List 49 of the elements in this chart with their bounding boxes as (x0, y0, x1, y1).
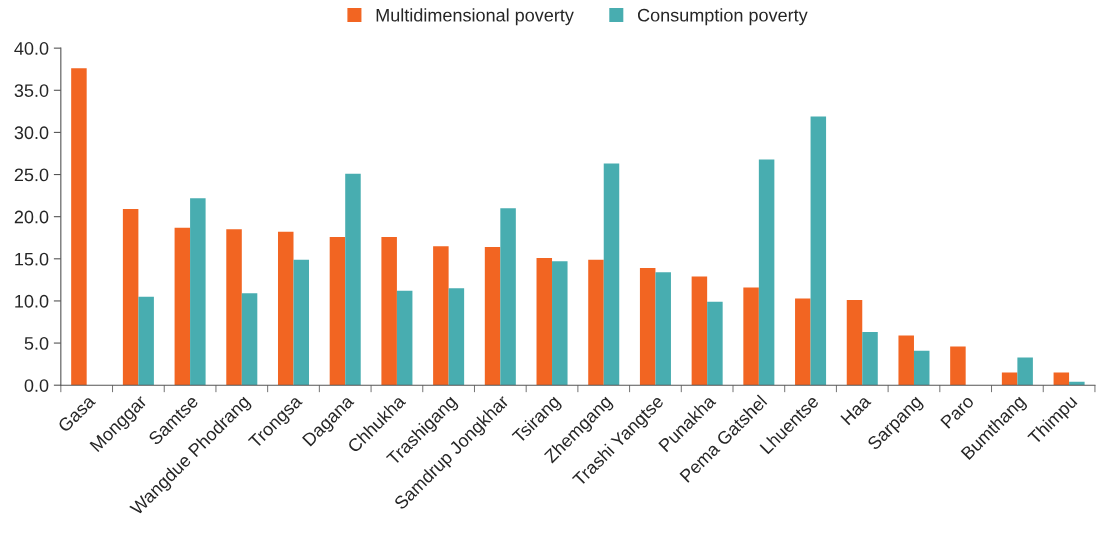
bar (707, 301, 723, 386)
bar (691, 276, 708, 386)
bar (758, 159, 775, 386)
bar (655, 272, 671, 386)
bar (898, 335, 914, 386)
bar (950, 346, 966, 386)
bar (433, 246, 449, 386)
bar (1001, 372, 1018, 386)
bar (345, 173, 361, 386)
bar (138, 296, 154, 386)
bar (1017, 357, 1033, 386)
bar (846, 300, 863, 386)
bar (588, 259, 604, 386)
bar (381, 236, 397, 386)
bar (639, 268, 656, 386)
bar (277, 231, 294, 386)
bar (810, 116, 827, 386)
bar (241, 293, 258, 386)
y-tick-label: 5.0 (24, 337, 49, 350)
y-tick-label: 25.0 (14, 168, 49, 182)
bar (1069, 381, 1085, 386)
bar (448, 288, 465, 386)
bar (190, 198, 206, 386)
bar (484, 247, 501, 386)
bar (226, 229, 242, 386)
bar (795, 298, 811, 386)
y-tick-label: 0.0 (24, 379, 49, 392)
bar (71, 68, 87, 386)
y-tick-label: 15.0 (15, 252, 49, 266)
bar (1053, 372, 1070, 386)
legend-label: Consumption poverty (637, 8, 808, 26)
bar (603, 163, 620, 386)
bar (536, 257, 553, 386)
y-tick-label: 35.0 (14, 84, 49, 97)
bar (293, 259, 310, 386)
bar (174, 227, 191, 386)
bar (862, 332, 878, 386)
y-tick-label: 20.0 (14, 210, 49, 224)
y-tick-label: 40.0 (14, 42, 49, 55)
bar (329, 236, 346, 386)
y-tick-label: 10.0 (15, 294, 49, 308)
bar (122, 209, 139, 386)
bar (913, 350, 930, 386)
bar (743, 287, 759, 386)
bar (500, 208, 516, 386)
legend-label: Multidimensional poverty (376, 8, 574, 26)
bar (396, 290, 413, 386)
bar (552, 261, 568, 386)
y-tick-label: 30.0 (14, 126, 49, 140)
